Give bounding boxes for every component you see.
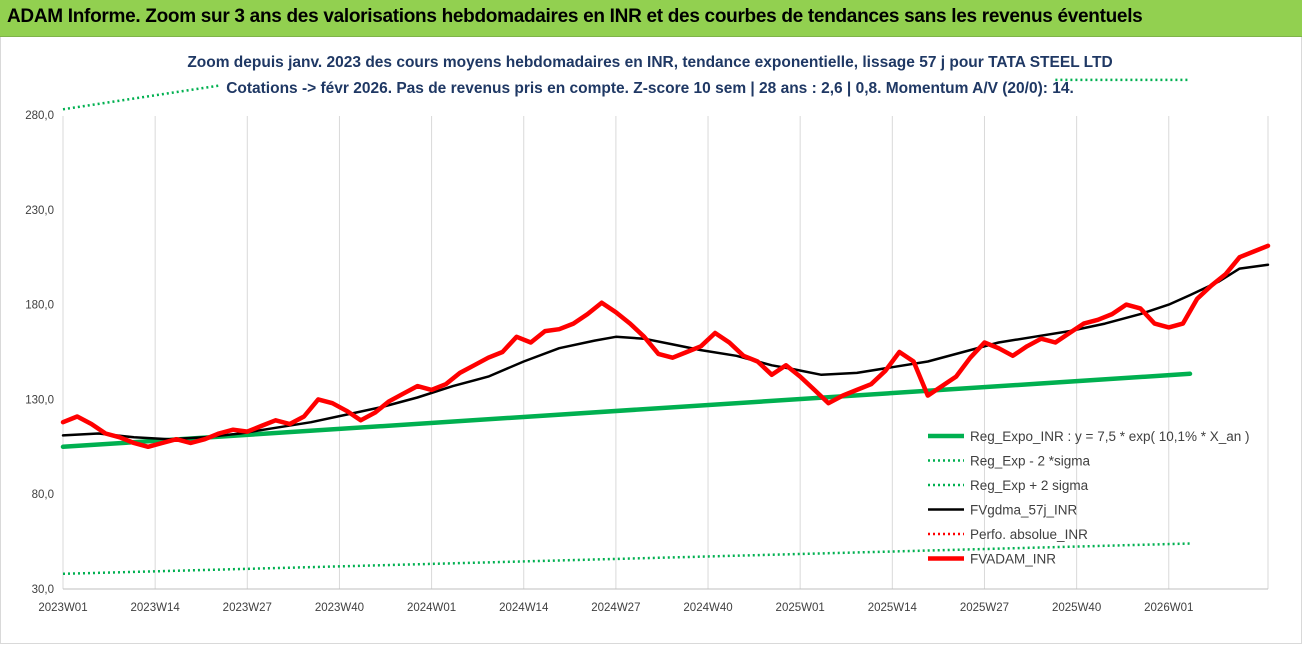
- x-tick-label: 2023W01: [38, 602, 87, 614]
- grid: [62, 116, 1269, 589]
- legend-label: Reg_Exp + 2 sigma: [970, 478, 1089, 493]
- legend-label: Perfo. absolue_INR: [970, 527, 1088, 542]
- y-tick-label: 180,0: [25, 300, 54, 312]
- legend-label: Reg_Exp - 2 *sigma: [970, 454, 1091, 469]
- chart-subtitle: Cotations -> févr 2026. Pas de revenus p…: [226, 80, 1074, 97]
- y-tick-label: 130,0: [25, 394, 54, 406]
- banner-title: ADAM Informe. Zoom sur 3 ans des valoris…: [7, 6, 1143, 27]
- chart-title: Zoom depuis janv. 2023 des cours moyens …: [187, 54, 1112, 71]
- legend-label: FVgdma_57j_INR: [970, 503, 1078, 518]
- y-tick-label: 230,0: [25, 205, 54, 217]
- legend-label: Reg_Expo_INR : y = 7,5 * exp( 10,1% * X_…: [970, 429, 1250, 444]
- legend-label: FVADAM_INR: [970, 552, 1056, 567]
- series-line-3: [61, 263, 1270, 441]
- legend: Reg_Expo_INR : y = 7,5 * exp( 10,1% * X_…: [928, 429, 1250, 567]
- series-layer: [60, 78, 1271, 576]
- axes: 2023W01 2023W14 2023W27 2023W40 2024W01 2024W…: [25, 110, 1268, 614]
- series-line-5: [60, 243, 1271, 450]
- x-tick-label: 2024W27: [591, 602, 640, 614]
- x-tick-label: 2023W14: [131, 602, 181, 614]
- y-tick-label: 280,0: [25, 110, 54, 122]
- y-tick-label: 30,0: [32, 584, 54, 596]
- x-tick-label: 2026W01: [1144, 602, 1193, 614]
- x-tick-label: 2025W27: [960, 602, 1009, 614]
- x-tick-label: 2023W40: [315, 602, 364, 614]
- x-tick-label: 2024W01: [407, 602, 456, 614]
- x-tick-label: 2024W14: [499, 602, 549, 614]
- x-tick-label: 2025W01: [776, 602, 825, 614]
- series-line-2: [62, 84, 220, 111]
- title-banner: ADAM Informe. Zoom sur 3 ans des valoris…: [0, 0, 1302, 37]
- series-line-0: [60, 371, 1193, 450]
- x-tick-label: 2025W14: [868, 602, 918, 614]
- x-tick-label: 2024W40: [683, 602, 732, 614]
- y-tick-label: 80,0: [32, 489, 54, 501]
- x-tick-label: 2025W40: [1052, 602, 1101, 614]
- x-tick-label: 2023W27: [223, 602, 272, 614]
- chart: Zoom depuis janv. 2023 des cours moyens …: [25, 54, 1271, 614]
